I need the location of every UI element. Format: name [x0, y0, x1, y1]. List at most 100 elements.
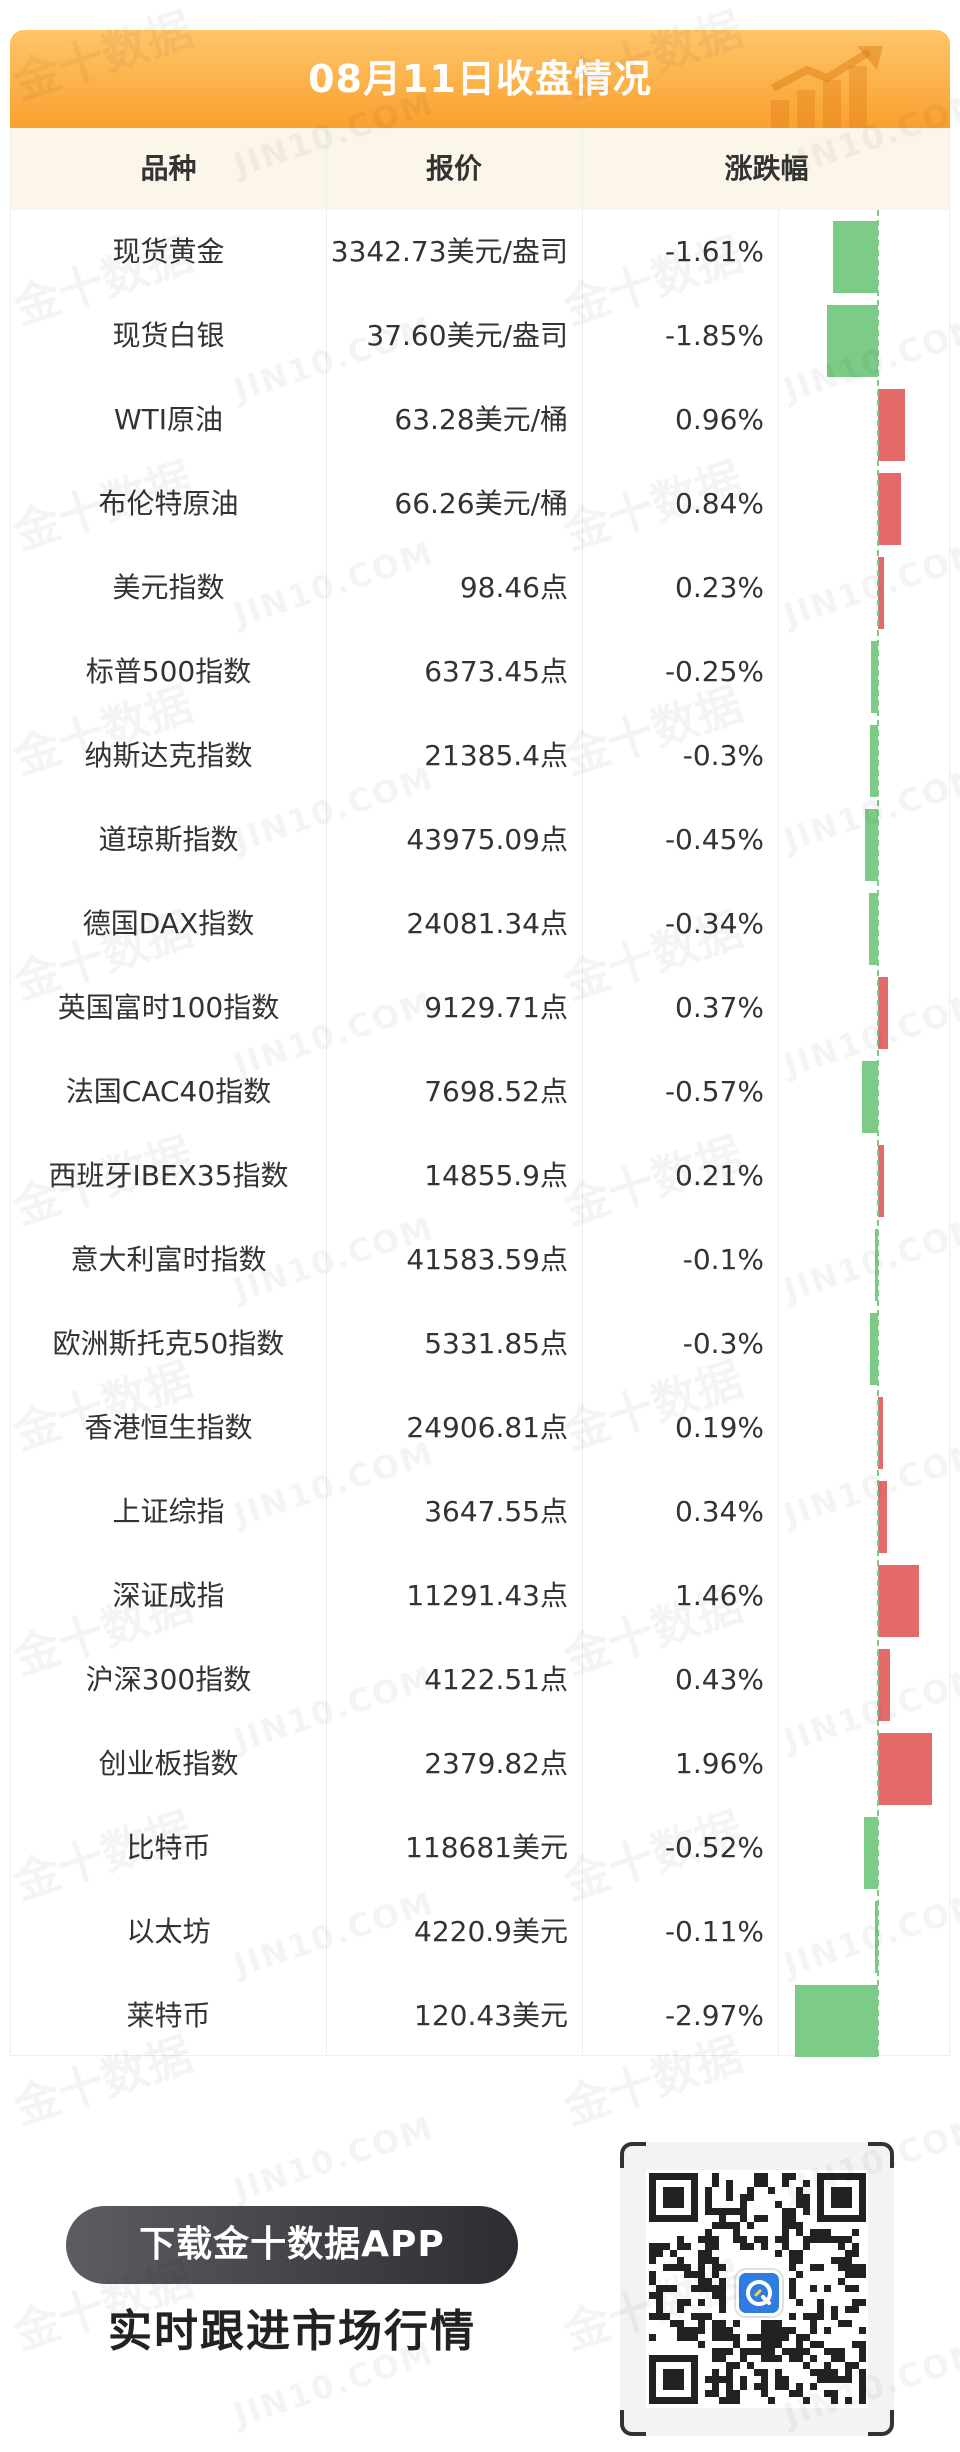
instrument-name: 美元指数: [112, 571, 225, 604]
trend-chart-icon: [771, 46, 883, 128]
change-bar: [833, 221, 878, 293]
instrument-name: WTI原油: [113, 403, 224, 436]
instrument-name: 沪深300指数: [85, 1663, 252, 1696]
instrument-change: -0.52%: [664, 1831, 764, 1864]
instrument-name: 以太坊: [126, 1915, 211, 1948]
market-table: 品种 报价 涨跌幅 现货黄金 3342.73美元/盎司 -1.61% 现货白银 37.6…: [10, 128, 950, 2057]
instrument-price: 66.26美元/桶: [394, 487, 568, 520]
instrument-price: 98.46点: [459, 571, 568, 604]
instrument-name: 意大利富时指数: [70, 1243, 267, 1276]
table-row: 上证综指 3647.55点 0.34%: [11, 1470, 949, 1554]
instrument-name: 现货黄金: [112, 235, 225, 268]
table-row: 美元指数 98.46点 0.23%: [11, 546, 949, 630]
download-app-button[interactable]: 下载金十数据APP: [66, 2206, 518, 2284]
zero-baseline: [877, 210, 879, 2056]
change-bar: [878, 557, 885, 629]
instrument-name: 德国DAX指数: [82, 907, 255, 940]
page-header: 08月11日收盘情况: [10, 30, 950, 128]
qr-corner: [868, 2142, 894, 2168]
instrument-price: 24906.81点: [406, 1411, 568, 1444]
instrument-price: 7698.52点: [424, 1075, 568, 1108]
instrument-change: 0.19%: [675, 1411, 764, 1444]
change-bar: [878, 473, 902, 545]
instrument-price: 9129.71点: [424, 991, 568, 1024]
column-divider: [326, 128, 327, 2055]
instrument-change: -0.1%: [682, 1243, 764, 1276]
table-row: WTI原油 63.28美元/桶 0.96%: [11, 378, 949, 462]
instrument-name: 布伦特原油: [98, 487, 239, 520]
instrument-price: 21385.4点: [424, 739, 568, 772]
instrument-price: 118681美元: [405, 1831, 568, 1864]
table-row: 欧洲斯托克50指数 5331.85点 -0.3%: [11, 1302, 949, 1386]
change-bar: [878, 1397, 884, 1469]
table-row: 香港恒生指数 24906.81点 0.19%: [11, 1386, 949, 1470]
change-bar: [875, 1229, 878, 1301]
table-row: 深证成指 11291.43点 1.46%: [11, 1554, 949, 1638]
instrument-change: 0.96%: [675, 403, 764, 436]
instrument-change: 1.46%: [675, 1579, 764, 1612]
table-row: 标普500指数 6373.45点 -0.25%: [11, 630, 949, 714]
instrument-change: 1.96%: [675, 1747, 764, 1780]
instrument-price: 120.43美元: [414, 1999, 568, 2032]
instrument-change: -0.25%: [664, 655, 764, 688]
column-divider: [778, 210, 779, 2056]
table-row: 比特币 118681美元 -0.52%: [11, 1806, 949, 1890]
column-header-name: 品种: [140, 152, 197, 185]
table-row: 布伦特原油 66.26美元/桶 0.84%: [11, 462, 949, 546]
instrument-change: -1.85%: [664, 319, 764, 352]
instrument-change: -0.57%: [664, 1075, 764, 1108]
instrument-price: 43975.09点: [406, 823, 568, 856]
instrument-change: -0.3%: [682, 739, 764, 772]
change-bar: [878, 1565, 919, 1637]
instrument-change: 0.84%: [675, 487, 764, 520]
table-row: 现货白银 37.60美元/盎司 -1.85%: [11, 294, 949, 378]
instrument-name: 现货白银: [112, 319, 225, 352]
table-row: 道琼斯指数 43975.09点 -0.45%: [11, 798, 949, 882]
instrument-price: 41583.59点: [406, 1243, 568, 1276]
instrument-name: 比特币: [126, 1831, 211, 1864]
change-bar: [878, 977, 889, 1049]
instrument-price: 11291.43点: [406, 1579, 568, 1612]
instrument-name: 西班牙IBEX35指数: [48, 1159, 289, 1192]
qr-code: [620, 2142, 894, 2436]
column-divider: [582, 128, 583, 2055]
instrument-price: 3647.55点: [424, 1495, 568, 1528]
instrument-price: 14855.9点: [424, 1159, 568, 1192]
instrument-change: 0.37%: [675, 991, 764, 1024]
instrument-price: 24081.34点: [406, 907, 568, 940]
table-row: 意大利富时指数 41583.59点 -0.1%: [11, 1218, 949, 1302]
table-row: 现货黄金 3342.73美元/盎司 -1.61%: [11, 210, 949, 294]
instrument-name: 欧洲斯托克50指数: [52, 1327, 285, 1360]
change-bar: [878, 1649, 890, 1721]
table-row: 创业板指数 2379.82点 1.96%: [11, 1722, 949, 1806]
change-bar: [862, 1061, 878, 1133]
instrument-change: 0.34%: [675, 1495, 764, 1528]
table-row: 德国DAX指数 24081.34点 -0.34%: [11, 882, 949, 966]
table-row: 以太坊 4220.9美元 -0.11%: [11, 1890, 949, 1974]
instrument-price: 37.60美元/盎司: [366, 319, 568, 352]
instrument-price: 6373.45点: [424, 655, 568, 688]
column-header-change: 涨跌幅: [724, 152, 809, 185]
qr-corner: [620, 2410, 646, 2436]
instrument-name: 法国CAC40指数: [65, 1075, 272, 1108]
app-logo-icon: [736, 2270, 782, 2316]
instrument-name: 纳斯达克指数: [84, 739, 253, 772]
instrument-change: -2.97%: [664, 1999, 764, 2032]
instrument-change: -0.3%: [682, 1327, 764, 1360]
instrument-name: 莱特币: [126, 1999, 211, 2032]
change-bar: [878, 1145, 884, 1217]
table-row: 英国富时100指数 9129.71点 0.37%: [11, 966, 949, 1050]
instrument-change: 0.23%: [675, 571, 764, 604]
instrument-change: -0.45%: [664, 823, 764, 856]
instrument-price: 5331.85点: [424, 1327, 568, 1360]
instrument-name: 深证成指: [112, 1579, 225, 1612]
qr-pattern: [646, 2170, 868, 2408]
change-bar: [863, 1817, 878, 1889]
instrument-change: 0.21%: [675, 1159, 764, 1192]
change-bar: [869, 725, 878, 797]
change-bar: [869, 1313, 878, 1385]
change-bar: [871, 641, 878, 713]
instrument-name: 上证综指: [112, 1495, 225, 1528]
change-bar: [865, 809, 878, 881]
table-row: 法国CAC40指数 7698.52点 -0.57%: [11, 1050, 949, 1134]
